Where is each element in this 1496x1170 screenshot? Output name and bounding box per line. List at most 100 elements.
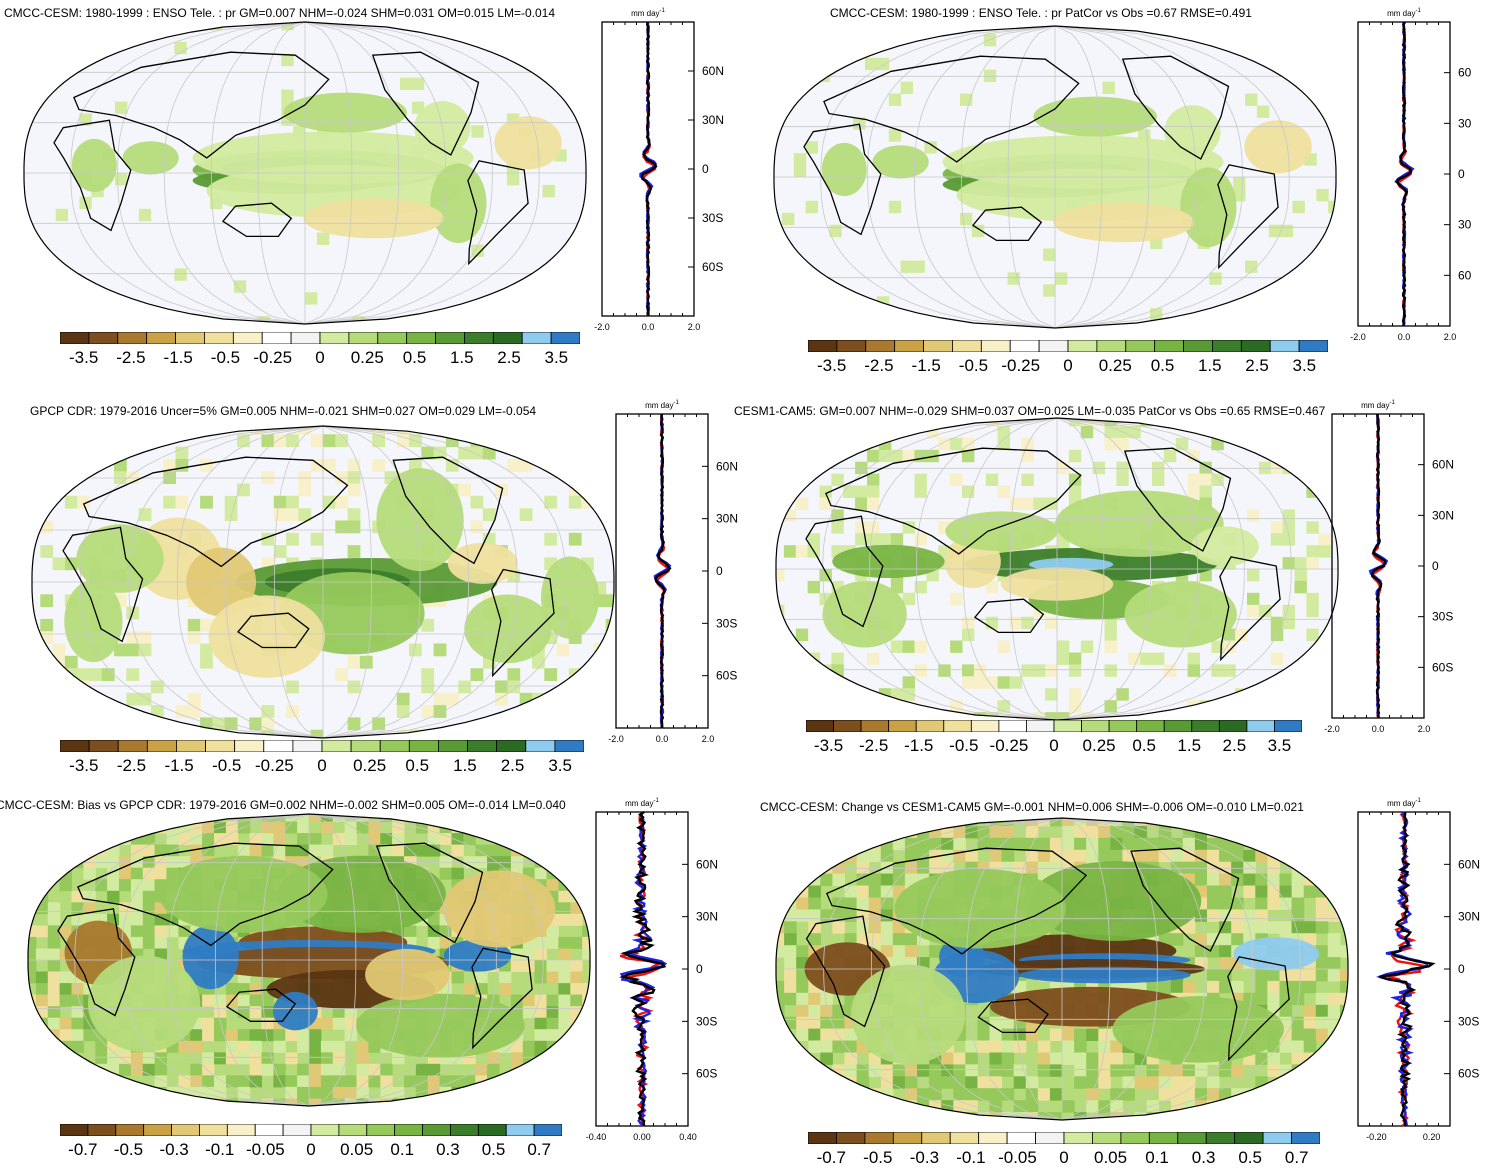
field-cell — [1306, 628, 1319, 641]
field-cell — [249, 1029, 262, 1042]
field-cell — [985, 473, 999, 486]
field-cell — [856, 1100, 870, 1113]
field-cell — [439, 1075, 452, 1088]
field-cell — [962, 485, 975, 498]
field-cell — [1247, 569, 1260, 582]
field-cell — [1001, 1016, 1015, 1030]
lat-tick-label: 30N — [702, 113, 724, 127]
lat-tick-label: 30S — [702, 211, 723, 225]
field-anomaly — [821, 142, 867, 197]
field-cell — [1104, 418, 1117, 427]
field-cell — [1243, 909, 1256, 922]
field-cell — [499, 856, 512, 869]
field-cell — [880, 849, 894, 863]
field-cell — [807, 449, 820, 463]
field-cell — [1001, 1064, 1015, 1077]
field-cell — [880, 1088, 894, 1101]
field-cell — [458, 483, 471, 497]
field-cell — [190, 1017, 203, 1030]
zonal-line-black — [1371, 413, 1387, 719]
field-cell — [917, 1064, 930, 1077]
field-cell — [1049, 1112, 1063, 1120]
zonal-unit-exponent: -1 — [660, 8, 666, 14]
field-cell — [558, 1075, 571, 1088]
field-cell — [796, 1100, 809, 1113]
field-cell — [1258, 604, 1272, 618]
colorbar-swatch — [1234, 1132, 1264, 1144]
field-cell — [793, 153, 807, 166]
field-cell — [965, 1052, 978, 1065]
field-cell — [1110, 849, 1123, 863]
graticule-lon — [1061, 818, 1206, 1120]
field-cell — [507, 426, 521, 435]
field-anomaly — [1053, 202, 1194, 243]
field-cell — [458, 446, 471, 460]
field-cell — [546, 1040, 559, 1053]
colorbar-swatch — [1205, 1132, 1236, 1144]
field-cell — [463, 856, 476, 869]
colorbar-swatch — [1136, 720, 1165, 732]
field-cell — [938, 437, 951, 451]
field-cell — [832, 1076, 845, 1089]
coastline — [977, 998, 1049, 1034]
field-cell — [1150, 308, 1163, 321]
field-cell — [415, 1075, 429, 1088]
field-cell — [487, 1063, 500, 1076]
field-cell — [439, 867, 452, 880]
field-cell — [249, 983, 262, 996]
field-cell — [1279, 873, 1293, 886]
field-cell — [1247, 592, 1260, 606]
field-cell — [285, 1029, 298, 1042]
field-cell — [546, 1086, 559, 1099]
field-cell — [1128, 652, 1141, 665]
field-cell — [1110, 818, 1123, 827]
graticule-lon — [121, 814, 310, 1106]
field-cell — [522, 1006, 536, 1019]
field-cell — [320, 1017, 334, 1030]
field-cell — [297, 833, 310, 846]
field-cell — [546, 1063, 559, 1076]
field-cell — [396, 692, 410, 706]
field-cell — [776, 1040, 785, 1053]
zonal-unit-exponent: -1 — [1390, 400, 1396, 406]
lat-tick-label: 0 — [1458, 167, 1465, 181]
field-cell — [1207, 861, 1220, 875]
field-cell — [1247, 604, 1260, 618]
field-cell — [1146, 1076, 1160, 1089]
field-cell — [28, 1029, 37, 1042]
field-cell — [1001, 1112, 1015, 1120]
colorbar-label: -0.5 — [210, 348, 241, 367]
field-cell — [929, 837, 942, 851]
field-cell — [1219, 933, 1232, 946]
field-cell — [1068, 664, 1082, 677]
colorbar-swatch — [226, 1124, 256, 1136]
field-cell — [1158, 825, 1172, 839]
field-cell — [202, 814, 215, 822]
field-cell — [77, 458, 90, 472]
field-cell — [962, 628, 975, 641]
field-cell — [865, 57, 878, 71]
field-cell — [1062, 825, 1075, 839]
field-cell — [71, 902, 84, 915]
field-cell — [1055, 272, 1068, 285]
field-cell — [929, 945, 942, 958]
field-cell — [1306, 545, 1319, 558]
colorbar-labels: -0.7 -0.5 -0.3 -0.1 -0.05 0 0.05 0.1 0.3 0.5 0.7 — [808, 1148, 1320, 1170]
field-cell — [28, 890, 37, 903]
field-cell — [519, 692, 533, 706]
field-cell — [154, 814, 167, 822]
field-cell — [309, 1086, 322, 1099]
field-cell — [890, 640, 904, 653]
field-cell — [997, 640, 1010, 653]
field-cell — [59, 1029, 72, 1042]
field-cell — [332, 1006, 346, 1019]
field-cell — [202, 1075, 215, 1088]
field-cell — [175, 495, 189, 509]
field-cell — [1122, 1076, 1135, 1089]
field-cell — [356, 1040, 369, 1053]
field-cell — [421, 680, 435, 694]
field-cell — [510, 814, 524, 822]
field-cell — [1049, 1028, 1063, 1041]
field-cell — [878, 449, 892, 463]
colorbar-swatch — [438, 740, 468, 752]
